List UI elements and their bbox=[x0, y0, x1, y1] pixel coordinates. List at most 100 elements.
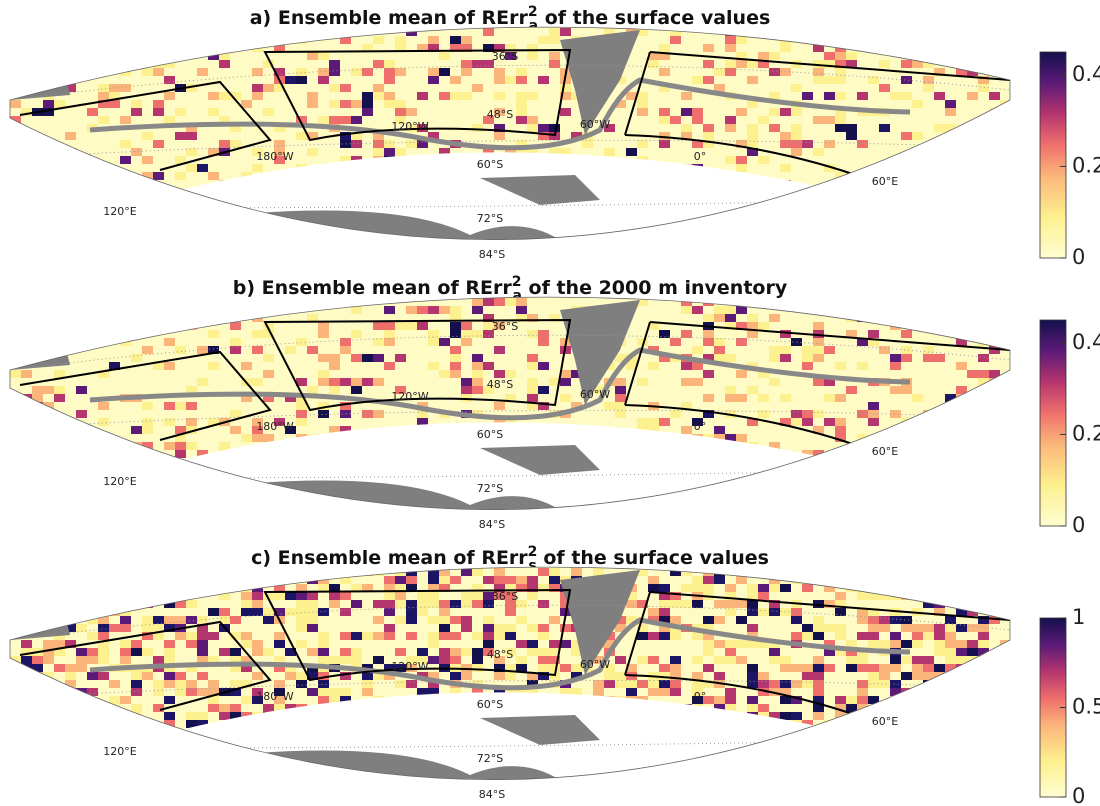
field-cell bbox=[472, 354, 483, 362]
map-label: 0° bbox=[694, 690, 707, 703]
field-cell bbox=[483, 576, 494, 584]
field-cell bbox=[285, 608, 296, 616]
field-cell bbox=[329, 592, 340, 600]
field-cell bbox=[846, 696, 857, 704]
field-cell bbox=[252, 776, 263, 784]
field-cell bbox=[835, 426, 846, 434]
field-cell bbox=[32, 84, 43, 92]
field-cell bbox=[692, 76, 703, 84]
field-cell bbox=[175, 584, 186, 592]
field-cell bbox=[835, 474, 846, 482]
field-cell bbox=[725, 600, 736, 608]
field-cell bbox=[890, 576, 901, 584]
field-cell bbox=[395, 616, 406, 624]
field-cell bbox=[967, 680, 978, 688]
field-cell bbox=[142, 196, 153, 204]
field-cell bbox=[395, 100, 406, 108]
field-cell bbox=[76, 306, 87, 314]
map-label: 60°E bbox=[872, 175, 898, 188]
field-cell bbox=[373, 36, 384, 44]
field-cell bbox=[978, 640, 989, 648]
field-cell bbox=[87, 36, 98, 44]
field-cell bbox=[384, 92, 395, 100]
field-cell bbox=[197, 712, 208, 720]
field-cell bbox=[208, 306, 219, 314]
field-cell bbox=[43, 584, 54, 592]
field-cell bbox=[505, 632, 516, 640]
field-cell bbox=[230, 616, 241, 624]
field-cell bbox=[824, 394, 835, 402]
field-cell bbox=[714, 346, 725, 354]
field-cell bbox=[10, 442, 21, 450]
field-cell bbox=[956, 648, 967, 656]
field-cell bbox=[384, 306, 395, 314]
field-cell bbox=[274, 640, 285, 648]
field-cell bbox=[318, 608, 329, 616]
land bbox=[880, 310, 1010, 330]
field-cell bbox=[32, 418, 43, 426]
field-cell bbox=[780, 394, 791, 402]
field-cell bbox=[934, 576, 945, 584]
field-cell bbox=[208, 204, 219, 212]
field-cell bbox=[230, 490, 241, 498]
field-cell bbox=[769, 648, 780, 656]
field-cell bbox=[846, 466, 857, 474]
field-cell bbox=[65, 728, 76, 736]
field-cell bbox=[901, 92, 912, 100]
map-label: 120°E bbox=[103, 745, 136, 758]
field-cell bbox=[43, 322, 54, 330]
field-cell bbox=[54, 306, 65, 314]
field-cell bbox=[54, 584, 65, 592]
field-cell bbox=[472, 306, 483, 314]
field-cell bbox=[417, 600, 428, 608]
field-cell bbox=[483, 362, 494, 370]
field-cell bbox=[780, 712, 791, 720]
field-cell bbox=[769, 204, 780, 212]
map-label: 60°W bbox=[580, 658, 610, 671]
field-cell bbox=[43, 52, 54, 60]
field-cell bbox=[813, 28, 824, 36]
field-cell bbox=[1000, 156, 1011, 164]
field-cell bbox=[780, 680, 791, 688]
field-cell bbox=[571, 236, 582, 244]
field-cell bbox=[142, 752, 153, 760]
field-cell bbox=[43, 490, 54, 498]
field-cell bbox=[835, 568, 846, 576]
field-cell bbox=[857, 656, 868, 664]
field-cell bbox=[703, 370, 714, 378]
field-cell bbox=[351, 140, 362, 148]
field-cell bbox=[934, 648, 945, 656]
field-cell bbox=[241, 482, 252, 490]
field-cell bbox=[868, 212, 879, 220]
field-cell bbox=[890, 466, 901, 474]
field-cell bbox=[241, 592, 252, 600]
field-cell bbox=[626, 148, 637, 156]
field-cell bbox=[142, 418, 153, 426]
field-cell bbox=[923, 410, 934, 418]
field-cell bbox=[1000, 776, 1011, 784]
field-cell bbox=[703, 648, 714, 656]
field-cell bbox=[120, 584, 131, 592]
field-cell bbox=[54, 576, 65, 584]
field-cell bbox=[725, 116, 736, 124]
field-cell bbox=[241, 696, 252, 704]
field-cell bbox=[186, 616, 197, 624]
field-cell bbox=[967, 648, 978, 656]
field-cell bbox=[285, 592, 296, 600]
field-cell bbox=[384, 624, 395, 632]
field-cell bbox=[87, 608, 98, 616]
field-cell bbox=[65, 314, 76, 322]
field-cell bbox=[923, 220, 934, 228]
field-cell bbox=[758, 592, 769, 600]
field-cell bbox=[142, 616, 153, 624]
field-cell bbox=[65, 752, 76, 760]
field-cell bbox=[989, 370, 1000, 378]
field-cell bbox=[967, 330, 978, 338]
field-cell bbox=[285, 490, 296, 498]
field-cell bbox=[747, 506, 758, 514]
field-cell bbox=[428, 592, 439, 600]
field-cell bbox=[219, 490, 230, 498]
field-cell bbox=[978, 188, 989, 196]
field-cell bbox=[241, 600, 252, 608]
field-cell bbox=[43, 482, 54, 490]
